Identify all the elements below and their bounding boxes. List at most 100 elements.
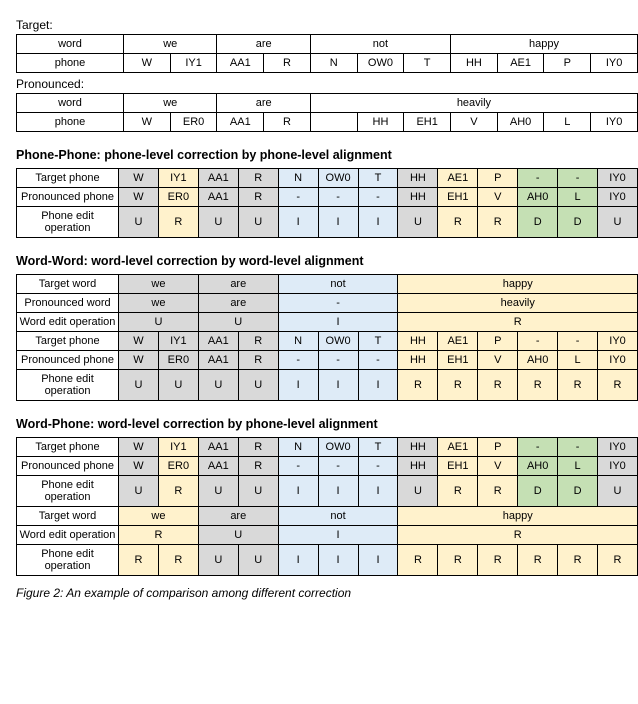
pron-phone-cell: V [451, 113, 498, 132]
data-cell: happy [398, 275, 638, 294]
data-cell: U [198, 526, 278, 545]
data-cell: R [438, 207, 478, 238]
data-cell: I [278, 526, 398, 545]
data-cell: IY1 [158, 332, 198, 351]
data-cell: EH1 [438, 188, 478, 207]
data-cell: P [478, 438, 518, 457]
data-cell: AH0 [518, 188, 558, 207]
data-cell: U [198, 313, 278, 332]
row-label: Word edit operation [17, 526, 119, 545]
target-phone-cell: AE1 [497, 54, 544, 73]
data-cell: - [558, 169, 598, 188]
data-cell: HH [398, 169, 438, 188]
data-cell: N [278, 438, 318, 457]
pron-phone-cell: IY0 [591, 113, 638, 132]
target-phone-cell: OW0 [357, 54, 404, 73]
data-cell: HH [398, 351, 438, 370]
target-phone-cell: P [544, 54, 591, 73]
data-cell: U [398, 207, 438, 238]
data-cell: - [518, 169, 558, 188]
row-word-label: word [17, 94, 124, 113]
data-cell: R [598, 545, 638, 576]
data-cell: P [478, 332, 518, 351]
data-cell: IY0 [598, 332, 638, 351]
data-cell: HH [398, 438, 438, 457]
data-cell: U [119, 207, 159, 238]
data-cell: AA1 [198, 351, 238, 370]
row-label: Target phone [17, 169, 119, 188]
data-cell: I [318, 545, 358, 576]
data-cell: R [438, 370, 478, 401]
data-cell: U [238, 370, 278, 401]
data-cell: AE1 [438, 438, 478, 457]
data-cell: U [158, 370, 198, 401]
data-cell: R [438, 476, 478, 507]
data-cell: R [478, 370, 518, 401]
data-cell: I [358, 476, 398, 507]
data-cell: R [238, 457, 278, 476]
data-cell: R [398, 545, 438, 576]
data-cell: R [518, 545, 558, 576]
data-cell: R [238, 332, 278, 351]
data-cell: I [278, 370, 318, 401]
data-cell: R [398, 370, 438, 401]
wordphone-table: Target phoneWIY1AA1RNOW0THHAE1P--IY0Pron… [16, 437, 638, 576]
target-phone-cell: W [124, 54, 171, 73]
row-label: Target word [17, 507, 119, 526]
data-cell: - [278, 188, 318, 207]
data-cell: - [278, 351, 318, 370]
row-label: Phone edit operation [17, 370, 119, 401]
data-cell: AE1 [438, 332, 478, 351]
data-cell: D [558, 476, 598, 507]
row-label: Target word [17, 275, 119, 294]
data-cell: R [158, 476, 198, 507]
data-cell: V [478, 351, 518, 370]
data-cell: L [558, 457, 598, 476]
data-cell: are [198, 294, 278, 313]
data-cell: - [358, 457, 398, 476]
data-cell: R [478, 207, 518, 238]
wordword-table: Target wordwearenothappyPronounced wordw… [16, 274, 638, 401]
data-cell: R [398, 526, 638, 545]
row-label: Pronounced phone [17, 457, 119, 476]
data-cell: W [119, 438, 159, 457]
phonephone-title: Phone-Phone: phone-level correction by p… [16, 148, 638, 162]
data-cell: R [438, 545, 478, 576]
data-cell: L [558, 351, 598, 370]
pron-phone-cell: R [264, 113, 311, 132]
data-cell: I [278, 476, 318, 507]
data-cell: - [318, 351, 358, 370]
data-cell: - [518, 332, 558, 351]
data-cell: U [398, 476, 438, 507]
data-cell: U [198, 207, 238, 238]
data-cell: R [558, 545, 598, 576]
target-phone-cell: HH [451, 54, 498, 73]
data-cell: N [278, 332, 318, 351]
data-cell: AE1 [438, 169, 478, 188]
data-cell: AH0 [518, 457, 558, 476]
pron-phone-cell: W [124, 113, 171, 132]
data-cell: U [119, 313, 199, 332]
data-cell: U [119, 476, 159, 507]
data-cell: R [158, 207, 198, 238]
pron-phone-cell: AA1 [217, 113, 264, 132]
data-cell: we [119, 275, 199, 294]
pron-word-cell: we [124, 94, 217, 113]
data-cell: R [238, 351, 278, 370]
data-cell: AA1 [198, 457, 238, 476]
pron-phone-cell: EH1 [404, 113, 451, 132]
row-label: Phone edit operation [17, 545, 119, 576]
data-cell: not [278, 507, 398, 526]
target-phone-cell: N [310, 54, 357, 73]
pronounced-table: wordweareheavily phoneWER0AA1RHHEH1VAH0L… [16, 93, 638, 132]
data-cell: ER0 [158, 351, 198, 370]
row-phone-label: phone [17, 54, 124, 73]
data-cell: AA1 [198, 332, 238, 351]
data-cell: U [198, 545, 238, 576]
data-cell: W [119, 332, 159, 351]
data-cell: W [119, 351, 159, 370]
target-phone-cell: T [404, 54, 451, 73]
data-cell: - [558, 438, 598, 457]
data-cell: EH1 [438, 457, 478, 476]
data-cell: OW0 [318, 438, 358, 457]
